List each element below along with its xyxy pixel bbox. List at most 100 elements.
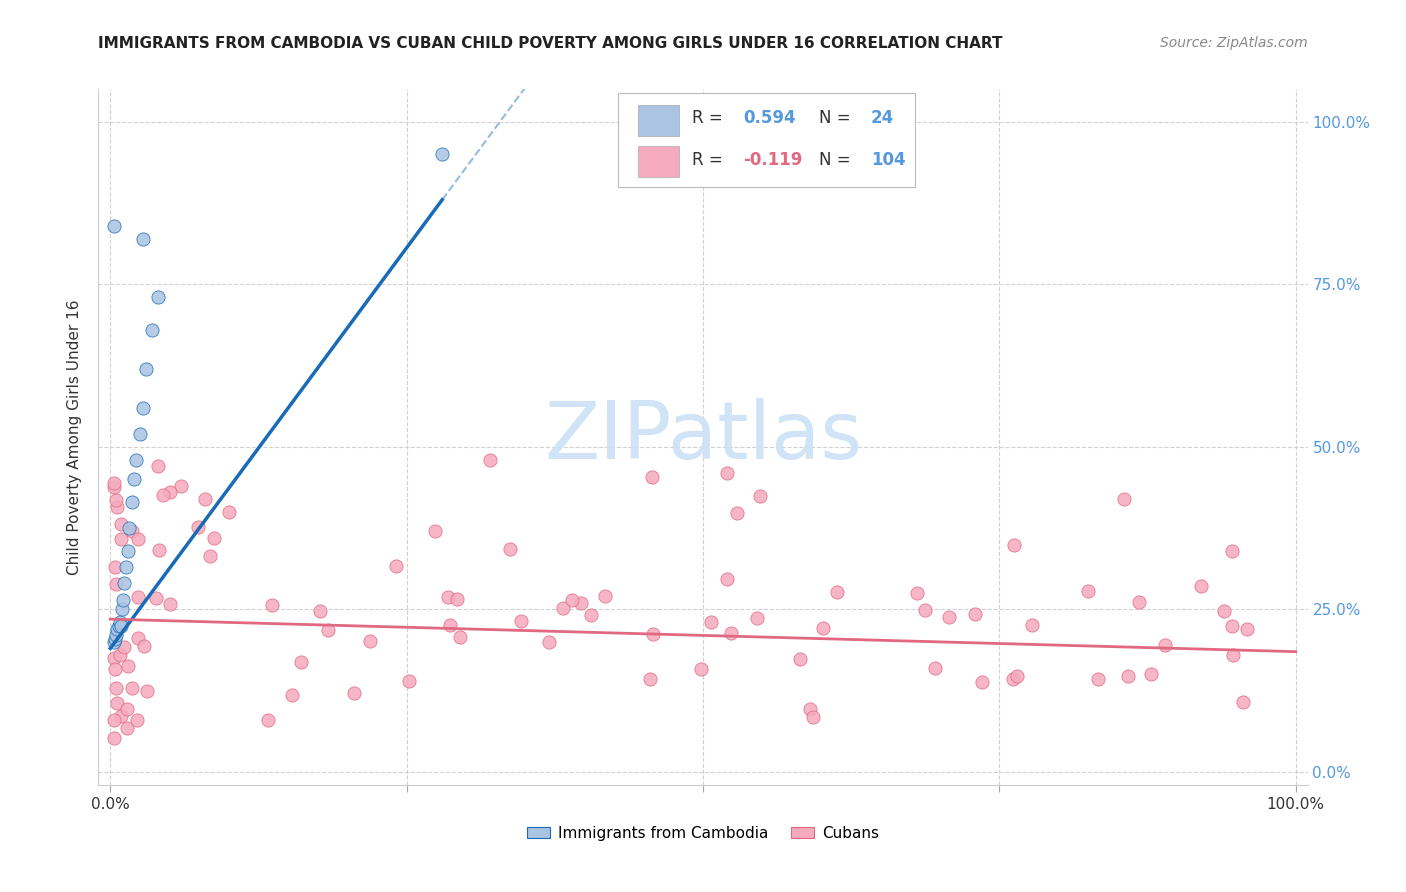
Point [1021,618,1043,632]
Point [551,600,574,615]
Point [538,635,561,649]
Point [135,684,157,698]
Point [105,500,128,514]
Point [110,618,132,632]
Point [105,577,128,591]
Text: N =: N = [820,151,851,169]
Point [499,542,522,557]
Point [700,615,723,630]
Point [1007,669,1029,683]
Point [202,531,225,545]
Point [1128,594,1150,608]
Point [187,520,209,534]
Point [1189,578,1212,592]
Point [720,625,742,640]
Point [148,542,170,557]
FancyBboxPatch shape [619,93,915,186]
Point [641,469,664,483]
Point [1112,491,1135,506]
Point [1002,672,1025,686]
Point [1236,622,1258,636]
Text: -0.119: -0.119 [742,151,803,169]
Point [134,639,156,653]
Point [105,628,128,642]
Point [129,426,152,441]
Point [290,656,312,670]
Point [439,618,461,632]
Point [146,459,169,474]
Text: 0.594: 0.594 [742,109,796,127]
Point [104,560,127,574]
Point [1220,619,1243,633]
Point [561,593,583,607]
Point [811,621,834,635]
Point [121,681,143,696]
Point [132,232,155,246]
Point [218,505,240,519]
Point [122,472,145,486]
Legend: Immigrants from Cambodia, Cubans: Immigrants from Cambodia, Cubans [522,820,884,847]
Point [970,675,993,690]
Point [110,532,132,546]
Point [1220,543,1243,558]
Point [437,590,460,604]
Point [198,549,221,563]
Text: N =: N = [820,109,851,127]
Point [159,485,181,500]
Point [749,489,772,503]
Point [1153,638,1175,652]
Point [146,290,169,304]
Point [110,516,132,531]
Point [449,631,471,645]
Point [105,492,128,507]
Point [114,560,136,574]
Point [725,506,748,520]
Text: ZIPatlas: ZIPatlas [544,398,862,476]
Point [111,602,134,616]
Point [1087,672,1109,686]
Point [398,674,420,689]
Point [343,686,366,700]
Point [423,524,446,539]
Point [170,479,193,493]
Point [104,632,127,646]
Point [112,640,135,654]
Text: IMMIGRANTS FROM CAMBODIA VS CUBAN CHILD POVERTY AMONG GIRLS UNDER 16 CORRELATION: IMMIGRANTS FROM CAMBODIA VS CUBAN CHILD … [98,36,1002,51]
Point [257,714,280,728]
Point [965,607,987,622]
Point [799,702,821,716]
Point [104,681,127,695]
Point [117,544,139,558]
Point [127,632,149,646]
Point [689,662,711,676]
Point [132,401,155,415]
Point [716,572,738,586]
Point [914,603,936,617]
Point [103,635,125,649]
Point [385,559,408,574]
Point [117,659,139,673]
Text: 104: 104 [872,151,905,169]
Point [103,713,125,727]
Point [640,672,662,686]
Point [432,147,454,161]
Point [446,592,468,607]
Text: Source: ZipAtlas.com: Source: ZipAtlas.com [1160,36,1308,50]
Point [152,488,174,502]
Point [127,532,149,546]
Point [569,596,592,610]
Point [924,661,946,675]
Point [938,610,960,624]
Point [117,702,139,716]
Point [281,688,304,702]
Point [747,611,769,625]
Point [127,591,149,605]
Point [103,731,125,745]
Text: 24: 24 [872,109,894,127]
Point [1213,604,1236,618]
Point [1118,669,1140,683]
Text: R =: R = [692,109,723,127]
Point [716,466,738,480]
Point [104,662,127,676]
Point [105,696,128,710]
